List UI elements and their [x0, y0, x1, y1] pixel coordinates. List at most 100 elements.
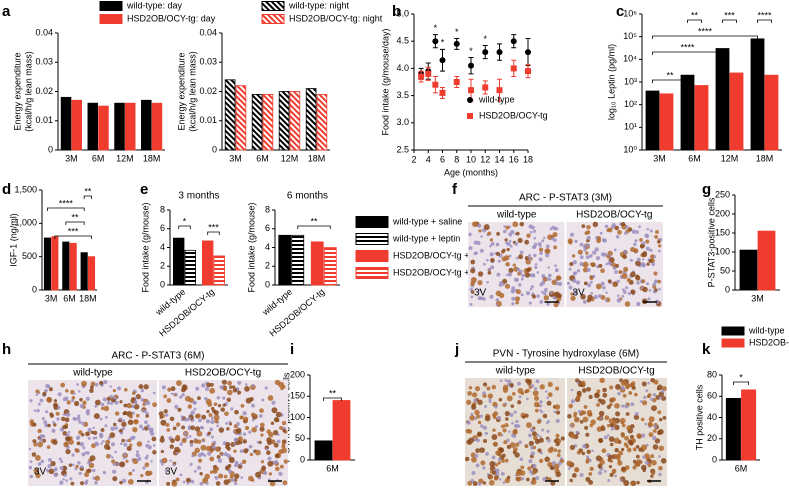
y-tick-label: 5.0: [396, 8, 409, 18]
cell: [81, 380, 87, 387]
cell: [185, 436, 189, 439]
cell: [194, 447, 200, 454]
cell: [241, 459, 247, 464]
cell: [635, 454, 640, 459]
cell: [94, 480, 98, 485]
image-label: wild-type: [72, 368, 113, 379]
cell: [471, 456, 477, 463]
image-mark: 3V: [474, 288, 487, 299]
significance-bracket: [757, 19, 772, 23]
cell: [603, 252, 608, 257]
cell: [582, 299, 587, 304]
cell: [528, 440, 534, 446]
cell: [574, 239, 578, 243]
y-tick-label: 1,000: [14, 218, 37, 228]
cell: [114, 462, 118, 466]
cell: [112, 469, 117, 474]
y-tick-label: 10⁴: [623, 54, 637, 64]
cell: [139, 424, 143, 429]
cell: [512, 263, 516, 267]
image-title: PVN - Tyrosine hydroxylase (6M): [493, 349, 640, 360]
y-tick-label: 50: [720, 265, 730, 275]
cell: [483, 439, 488, 443]
cell: [281, 444, 286, 449]
cell: [661, 389, 665, 393]
cell: [218, 473, 224, 479]
cell: [227, 389, 233, 396]
cell: [477, 482, 482, 486]
cell: [266, 450, 271, 455]
cell: [259, 422, 265, 428]
cell: [59, 480, 64, 485]
cell: [114, 450, 118, 454]
cell: [650, 378, 655, 383]
panel-letter: a: [2, 3, 11, 20]
cell: [200, 426, 205, 430]
cell: [546, 396, 549, 400]
cell: [480, 235, 483, 238]
chart-title: 3 months: [178, 191, 219, 202]
cell: [539, 409, 542, 412]
significance-bracket: [83, 195, 92, 199]
cell: [628, 390, 633, 395]
cell: [658, 429, 664, 435]
cell: [29, 474, 33, 479]
cell: [652, 444, 659, 450]
cell: [113, 422, 117, 427]
cell: [498, 478, 502, 481]
cell: [182, 480, 186, 484]
cell: [184, 418, 188, 422]
cell: [76, 383, 79, 386]
cell: [57, 392, 62, 397]
cell: [223, 479, 230, 486]
y-axis-label: Food intake (g/mouse): [246, 202, 256, 292]
cell: [635, 275, 641, 281]
cell: [145, 414, 149, 418]
cell: [654, 288, 658, 292]
cell: [533, 435, 538, 441]
cell: [470, 259, 476, 265]
cell: [587, 283, 592, 288]
cell: [180, 418, 184, 421]
cell: [78, 430, 83, 435]
panel-letter: g: [702, 181, 711, 198]
y-tick-label: 500: [22, 251, 37, 261]
cell: [518, 395, 522, 399]
cell: [170, 386, 176, 392]
cell: [534, 438, 541, 445]
cell: [111, 459, 116, 464]
cell: [658, 237, 663, 242]
y-axis-label: Food intake (g/mouse/day): [380, 28, 390, 135]
cell: [487, 393, 494, 399]
cell: [618, 270, 623, 274]
cell: [633, 248, 639, 254]
cell: [506, 395, 513, 402]
cell: [175, 451, 178, 455]
cell: [199, 481, 204, 486]
cell: [652, 435, 657, 441]
cell: [556, 453, 561, 458]
cell: [657, 249, 661, 253]
cell: [37, 462, 42, 466]
cell: [36, 408, 40, 413]
image-label: HSD2OB/OCY-tg: [185, 368, 261, 379]
cell: [230, 478, 235, 483]
cell: [498, 397, 503, 402]
cell: [225, 445, 229, 449]
bar: [659, 93, 674, 151]
cell: [596, 402, 600, 407]
cell: [641, 444, 648, 451]
cell: [567, 467, 571, 471]
cell: [526, 267, 531, 273]
cell: [657, 244, 662, 248]
cell: [466, 439, 472, 445]
panel-letter: b: [392, 3, 401, 20]
y-tick-label: 4: [265, 242, 270, 252]
cell: [594, 392, 600, 399]
cell: [639, 244, 645, 249]
cell: [508, 254, 512, 258]
cell: [606, 424, 611, 428]
cell: [206, 382, 211, 388]
cell: [624, 404, 629, 409]
cell: [634, 239, 638, 243]
